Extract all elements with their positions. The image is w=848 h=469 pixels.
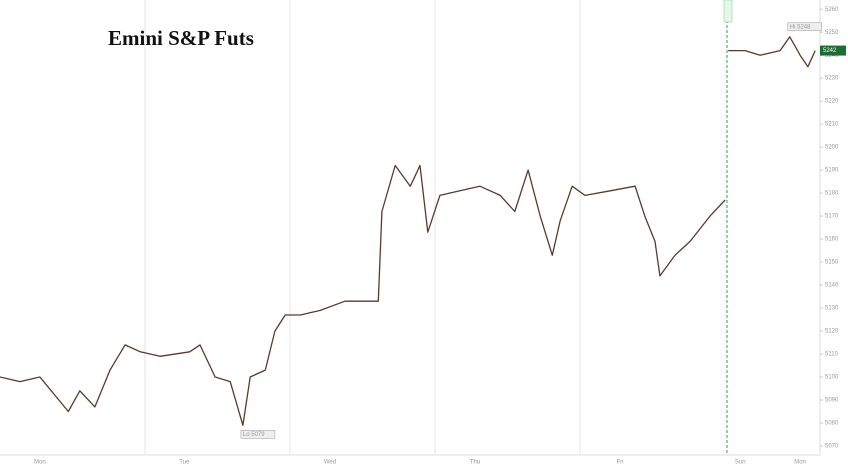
y-tick-label: 5160 [825, 237, 839, 243]
y-tick-label: 5260 [825, 7, 839, 13]
annotation-box [787, 22, 823, 32]
y-tick-label: 5200 [825, 145, 839, 151]
y-tick-label: 5180 [825, 191, 839, 197]
x-tick-label: Sun [735, 460, 746, 466]
x-tick-label: Fri [616, 460, 623, 466]
x-tick-label: Wed [324, 460, 336, 466]
price-line [0, 36, 816, 426]
y-tick-label: 5070 [825, 444, 839, 450]
y-tick-label: 5220 [825, 99, 839, 105]
y-tick-label: 5170 [825, 214, 839, 220]
y-tick-label: 5100 [825, 375, 839, 381]
y-tick-label: 5120 [825, 329, 839, 335]
session-tag [723, 0, 733, 23]
chart-title: Emini S&P Futs [108, 26, 254, 50]
x-tick-label: Thu [470, 460, 480, 466]
y-tick-label: 5190 [825, 168, 839, 174]
y-tick-label: 5240 [825, 53, 839, 59]
y-tick-label: 5250 [825, 30, 839, 36]
y-tick-label: 5090 [825, 398, 839, 404]
x-tick-label: Mon [34, 460, 46, 466]
y-tick-label: 5150 [825, 260, 839, 266]
y-tick-label: 5210 [825, 122, 839, 128]
last-price-label: 5242 [823, 48, 837, 54]
x-tick-label: Tue [179, 460, 190, 466]
y-tick-label: 5130 [825, 306, 839, 312]
y-tick-label: 5140 [825, 283, 839, 289]
annotation-box [240, 430, 276, 439]
last-price-box [820, 45, 846, 56]
y-tick-label: 5080 [825, 421, 839, 427]
annotation-label: Lo 5079 [243, 432, 265, 438]
x-tick-label: Mon [794, 460, 806, 466]
y-tick-label: 5230 [825, 76, 839, 82]
y-tick-label: 5110 [825, 352, 839, 358]
annotation-label: Hi 5248 [790, 24, 811, 30]
